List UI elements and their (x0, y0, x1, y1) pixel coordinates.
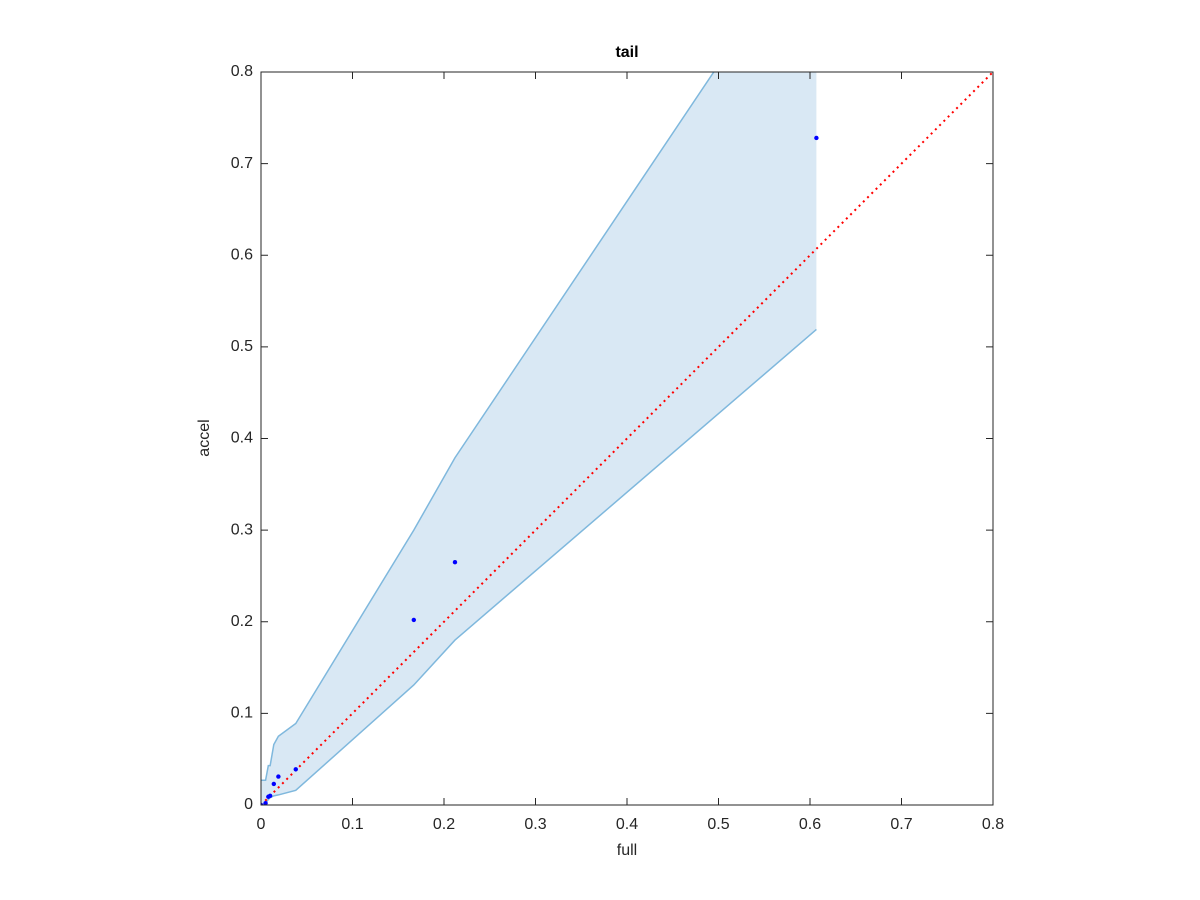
band-edge (261, 72, 715, 782)
data-point (293, 767, 298, 772)
x-tick-label: 0.3 (524, 816, 546, 833)
x-tick-label: 0.1 (341, 816, 363, 833)
y-tick-label: 0.7 (231, 155, 253, 172)
data-point (261, 802, 264, 805)
x-tick-label: 0.8 (982, 816, 1004, 833)
y-tick-label: 0.5 (231, 338, 253, 355)
chart-title: tail (615, 44, 638, 61)
x-tick-label: 0.7 (890, 816, 912, 833)
y-axis-label: accel (196, 419, 213, 456)
x-tick-label: 0.2 (433, 816, 455, 833)
x-tick-label: 0.5 (707, 816, 729, 833)
x-axis-label: full (617, 842, 637, 859)
data-point (814, 135, 819, 141)
data-point (452, 559, 458, 565)
y-tick-label: 0.6 (231, 246, 253, 263)
data-point (276, 774, 281, 779)
y-tick-label: 0.1 (231, 705, 253, 722)
data-point (263, 800, 268, 805)
y-tick-label: 0 (244, 796, 253, 813)
x-tick-label: 0.6 (799, 816, 821, 833)
reference-line (261, 72, 993, 805)
x-tick-label: 0.4 (616, 816, 638, 833)
y-tick-label: 0.2 (231, 613, 253, 630)
plot-area (261, 72, 993, 805)
y-tick-label: 0.3 (231, 521, 253, 538)
x-tick-label: 0 (257, 816, 266, 833)
data-point (267, 793, 273, 799)
data-point (411, 617, 417, 623)
y-tick-label: 0.8 (231, 63, 253, 80)
band-edge (261, 328, 817, 805)
data-point (271, 781, 277, 787)
confidence-band (261, 72, 817, 805)
y-tick-label: 0.4 (231, 430, 253, 447)
